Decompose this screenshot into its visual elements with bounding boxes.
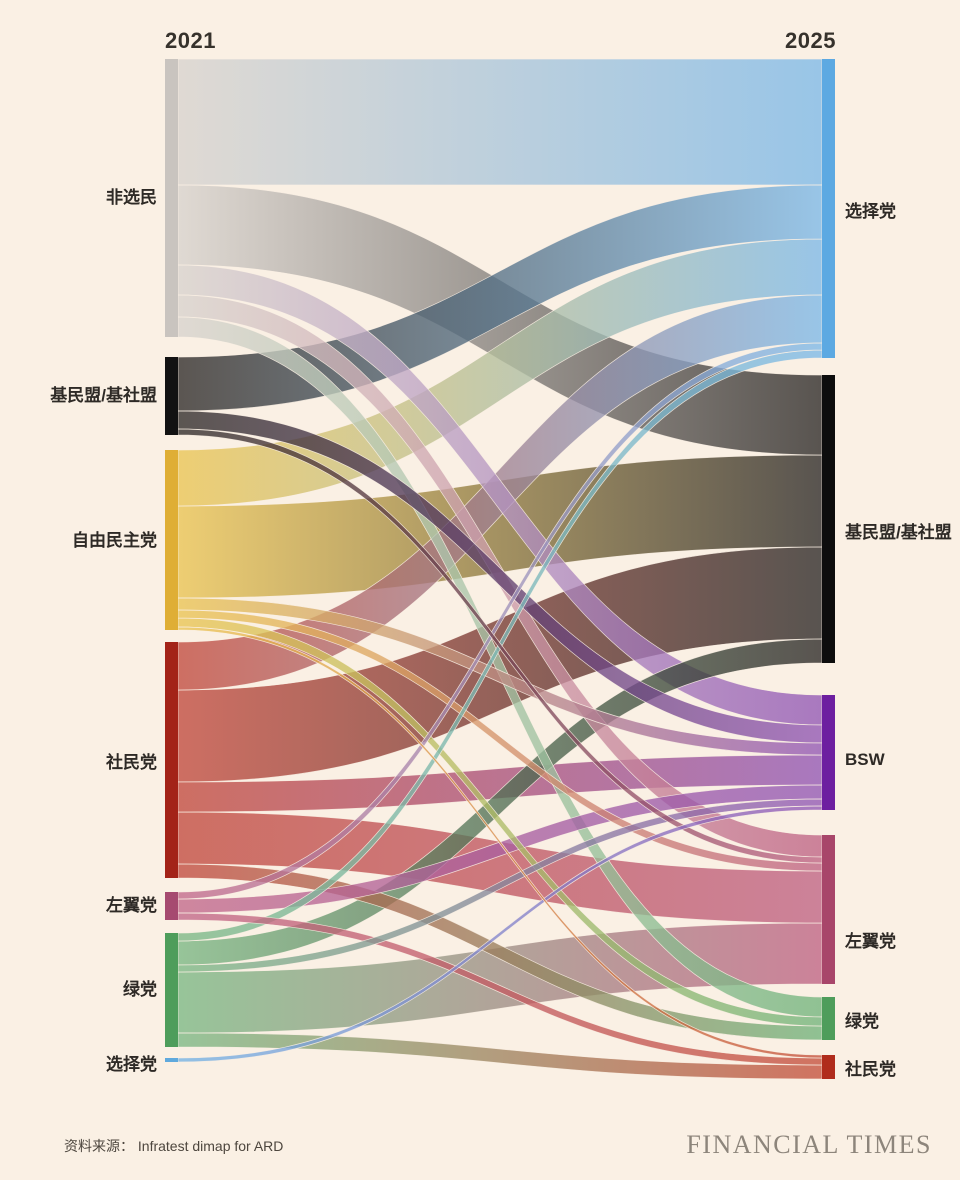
node-label-spd2025: 社民党 bbox=[845, 1059, 896, 1079]
node-label-afd2021: 选择党 bbox=[106, 1054, 157, 1074]
node-label-fdp2021: 自由民主党 bbox=[72, 530, 157, 550]
node-gruene2025 bbox=[822, 997, 835, 1040]
node-bsw2025 bbox=[822, 695, 835, 810]
node-label-afd2025: 选择党 bbox=[845, 201, 896, 221]
node-afd2025 bbox=[822, 59, 835, 358]
node-cdu2021 bbox=[165, 357, 178, 435]
node-nonvoters bbox=[165, 59, 178, 337]
node-label-nonvoters: 非选民 bbox=[106, 187, 157, 207]
financial-times-logo: FINANCIAL TIMES bbox=[686, 1130, 932, 1159]
node-label-spd2021: 社民党 bbox=[106, 752, 157, 772]
node-label-linke2025: 左翼党 bbox=[845, 931, 896, 951]
node-label-linke2021: 左翼党 bbox=[106, 895, 157, 915]
source-note: 资料来源： Infratest dimap for ARD bbox=[64, 1138, 284, 1154]
node-label-cdu2025: 基民盟/基社盟 bbox=[845, 522, 952, 542]
flow-nonvoters-to-afd2025 bbox=[177, 58, 823, 186]
node-spd2021 bbox=[165, 642, 178, 878]
node-fdp2021 bbox=[165, 450, 178, 630]
node-linke2021 bbox=[165, 892, 178, 920]
node-label-cdu2021: 基民盟/基社盟 bbox=[50, 385, 157, 405]
node-gruene2021 bbox=[165, 933, 178, 1047]
node-label-gruene2025: 绿党 bbox=[845, 1011, 879, 1031]
node-label-bsw2025: BSW bbox=[845, 749, 885, 769]
column-header-2021: 2021 bbox=[165, 28, 216, 53]
node-afd2021 bbox=[165, 1058, 178, 1062]
node-spd2025 bbox=[822, 1055, 835, 1079]
column-header-2025: 2025 bbox=[785, 28, 836, 53]
node-label-gruene2021: 绿党 bbox=[123, 979, 157, 999]
node-linke2025 bbox=[822, 835, 835, 984]
node-cdu2025 bbox=[822, 375, 835, 663]
